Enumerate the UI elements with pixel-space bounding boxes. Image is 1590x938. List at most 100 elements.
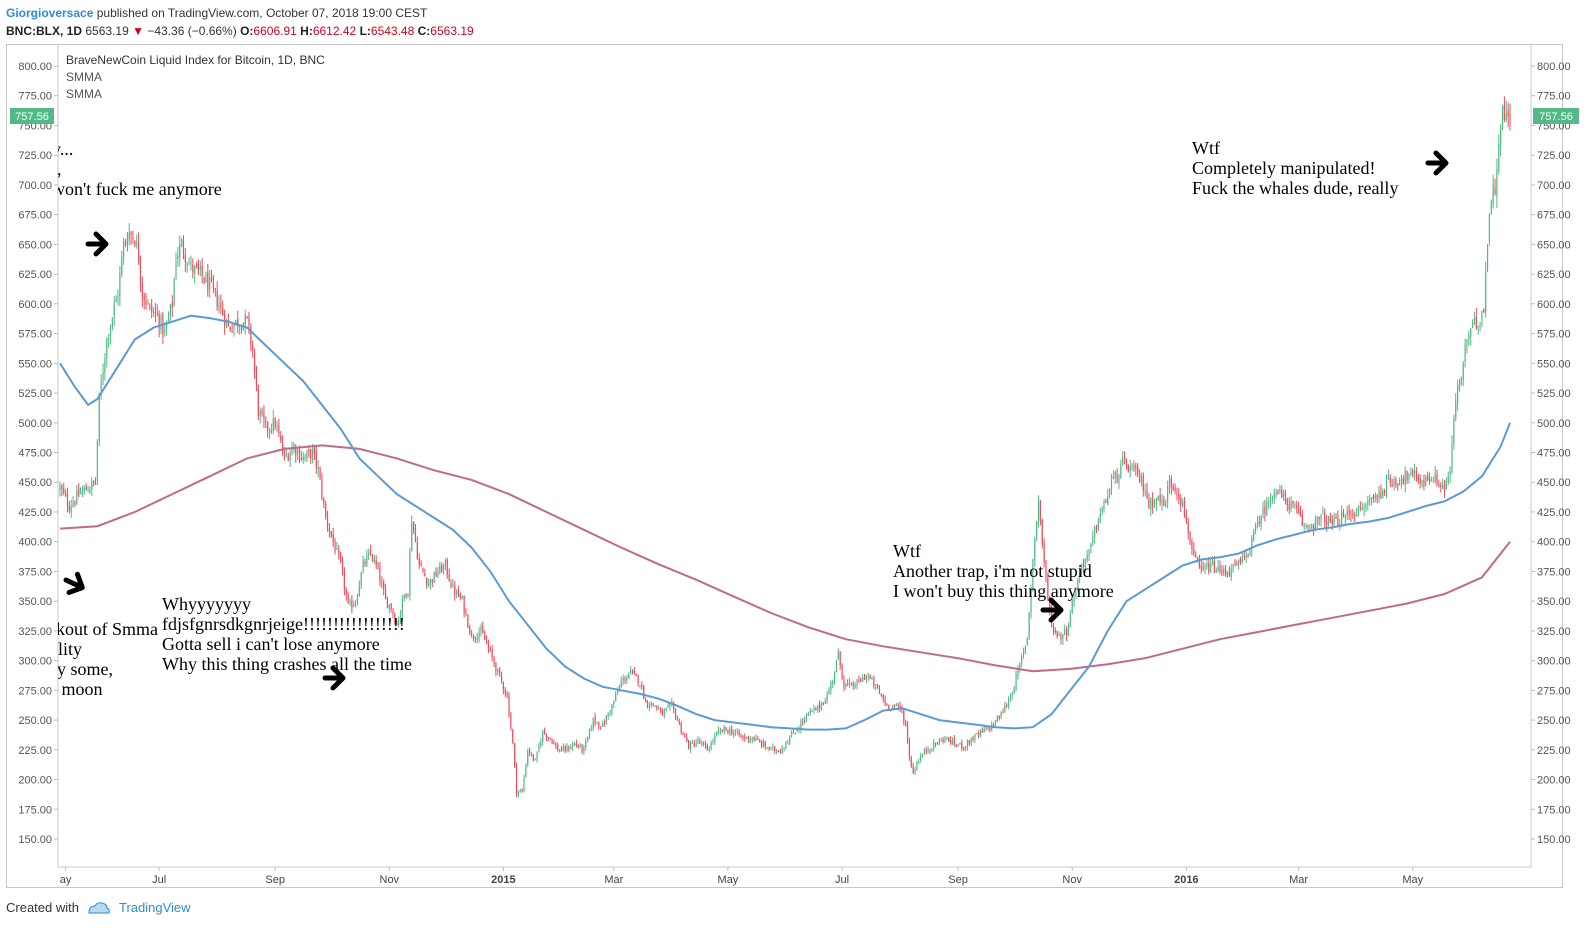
annotation-1[interactable]: y... t, won't fuck me anymore bbox=[52, 139, 222, 199]
candle-body bbox=[1419, 478, 1421, 484]
candle-body bbox=[966, 739, 969, 748]
candle-body bbox=[1189, 531, 1191, 543]
candle-body bbox=[830, 682, 832, 691]
candle-body bbox=[1428, 478, 1431, 483]
candle-body bbox=[1488, 214, 1491, 242]
candle-body bbox=[283, 450, 286, 455]
candle-body bbox=[680, 723, 682, 733]
candle-body bbox=[659, 707, 662, 710]
candle-body bbox=[1410, 472, 1412, 474]
candle-body bbox=[1309, 527, 1311, 529]
annotation-3[interactable]: Whyyyyyyy fdjsfgnrsdkgnrjeige!!!!!!!!!!!… bbox=[162, 594, 412, 674]
candle-body bbox=[1110, 480, 1113, 490]
candle-body bbox=[1281, 490, 1283, 498]
candle-body bbox=[1007, 700, 1010, 706]
candle-body bbox=[205, 275, 207, 283]
arrow-right-icon[interactable] bbox=[1428, 153, 1446, 173]
annotation-4-line-3: I won't buy this thing anymore bbox=[893, 581, 1114, 601]
annotation-4[interactable]: Wtf Another trap, i'm not stupid I won't… bbox=[893, 541, 1114, 601]
candle-body bbox=[1399, 482, 1401, 486]
candle-body bbox=[1200, 565, 1202, 569]
x-axis[interactable]: ay Jul Sep Nov 2015 Mar May Jul Sep Nov 2016 Mar May bbox=[60, 867, 1424, 886]
arrow-right-icon[interactable] bbox=[1043, 600, 1061, 620]
candle-body bbox=[199, 265, 201, 269]
candle-body bbox=[1320, 515, 1322, 520]
candle-body bbox=[753, 737, 755, 741]
candle-body bbox=[497, 668, 499, 672]
candle-body bbox=[1350, 513, 1352, 515]
arrow-right-icon[interactable] bbox=[88, 234, 106, 254]
candle-body bbox=[1475, 316, 1477, 328]
candle-body bbox=[766, 747, 768, 749]
candle-body bbox=[1006, 704, 1008, 707]
candle-body bbox=[512, 729, 514, 743]
chart-frame[interactable] bbox=[6, 44, 1563, 888]
legend-smma-2[interactable]: SMMA bbox=[66, 87, 102, 101]
candle-body bbox=[775, 750, 778, 752]
candle-body bbox=[989, 727, 991, 730]
candle-body bbox=[1501, 106, 1504, 129]
candle-body bbox=[1262, 507, 1264, 515]
author-link[interactable]: Giorgioversace bbox=[6, 6, 94, 20]
chart-header: Giorgioversace published on TradingView.… bbox=[6, 4, 474, 40]
candle-body bbox=[115, 298, 117, 303]
candle-body bbox=[590, 728, 592, 730]
candle-body bbox=[491, 649, 493, 658]
candle-body bbox=[489, 648, 491, 651]
candle-body bbox=[1395, 479, 1397, 485]
close-value: 6563.19 bbox=[430, 24, 474, 38]
candle-body bbox=[1294, 504, 1296, 506]
annotation-2[interactable]: akout of Smma tility ny some, o moon bbox=[48, 619, 158, 699]
annotation-1-line-3: won't fuck me anymore bbox=[52, 179, 222, 199]
candle-body bbox=[270, 429, 273, 432]
candle-body bbox=[781, 748, 783, 753]
legend-smma-1[interactable]: SMMA bbox=[66, 70, 102, 84]
candle-body bbox=[594, 716, 596, 724]
candle-body bbox=[1064, 629, 1066, 635]
y-tick-label-left: 650.00 bbox=[18, 239, 52, 251]
candle-body bbox=[723, 726, 725, 732]
candle-body bbox=[87, 491, 89, 493]
candle-body bbox=[1359, 507, 1361, 509]
candle-body bbox=[1442, 484, 1444, 489]
y-axis-right[interactable]: 800.00775.00750.00725.00700.00675.00650.… bbox=[1531, 61, 1571, 846]
candle-body bbox=[508, 695, 510, 716]
candle-body bbox=[974, 734, 976, 740]
candle-body bbox=[244, 315, 246, 326]
candle-body bbox=[1258, 521, 1260, 524]
candle-body bbox=[620, 681, 622, 687]
candle-body bbox=[813, 708, 815, 710]
candle-body bbox=[1421, 480, 1423, 483]
tradingview-link[interactable]: TradingView bbox=[118, 900, 191, 915]
candle-body bbox=[630, 669, 632, 674]
candle-body bbox=[903, 710, 905, 722]
candle-body bbox=[1337, 517, 1339, 527]
candle-body bbox=[1022, 649, 1025, 656]
candle-body bbox=[727, 730, 729, 734]
candle-body bbox=[1505, 113, 1507, 120]
candle-body bbox=[272, 418, 274, 432]
candle-body bbox=[1193, 548, 1195, 555]
candle-body bbox=[807, 713, 809, 715]
arrow-down-right-icon[interactable] bbox=[62, 571, 87, 597]
candle-body bbox=[1238, 559, 1240, 565]
annotation-5[interactable]: Wtf Completely manipulated! Fuck the wha… bbox=[1192, 138, 1398, 198]
y-tick-label-right: 225.00 bbox=[1537, 745, 1571, 757]
candle-body bbox=[931, 748, 933, 751]
candle-body bbox=[1389, 477, 1391, 483]
candle-body bbox=[1260, 516, 1262, 525]
candle-body bbox=[63, 488, 65, 493]
y-tick-label-right: 650.00 bbox=[1537, 239, 1571, 251]
candle-body bbox=[873, 677, 875, 687]
candle-body bbox=[532, 754, 534, 761]
candle-body bbox=[72, 502, 74, 507]
y-tick-label-left: 200.00 bbox=[18, 775, 52, 787]
candle-body bbox=[1153, 504, 1156, 506]
candle-body bbox=[1144, 491, 1146, 493]
candle-body bbox=[313, 448, 316, 454]
candle-body bbox=[663, 710, 665, 715]
candle-body bbox=[143, 295, 145, 301]
candle-body bbox=[476, 637, 478, 640]
candle-body bbox=[863, 677, 866, 680]
